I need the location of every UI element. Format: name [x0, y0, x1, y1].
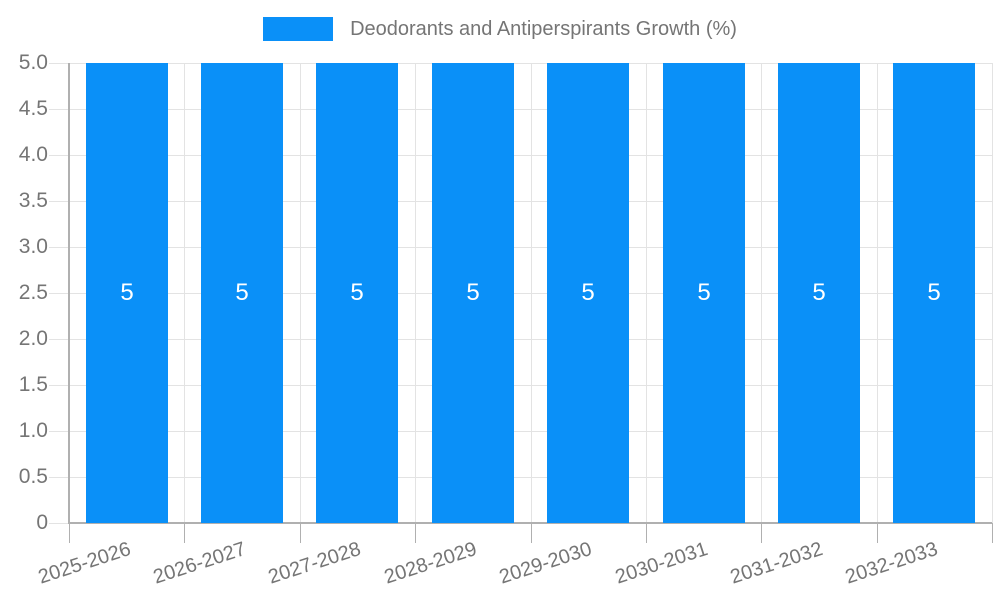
y-tick-label: 4.5	[18, 97, 48, 120]
bar-value-label: 5	[350, 279, 364, 306]
x-gridline	[531, 63, 532, 523]
x-axis-tick	[415, 523, 416, 543]
x-axis-tick	[646, 523, 647, 543]
bar[interactable]	[893, 63, 975, 523]
y-tick-label: 1.0	[18, 419, 48, 442]
y-tick-label: 2.5	[18, 281, 48, 304]
y-gridline	[49, 247, 992, 248]
x-gridline	[415, 63, 416, 523]
x-gridline	[877, 63, 878, 523]
y-tick-label: 0.5	[18, 465, 48, 488]
bar-value-label: 5	[697, 279, 711, 306]
bar[interactable]	[201, 63, 283, 523]
x-tick-label: 2026-2027	[151, 538, 249, 589]
bar-value-label: 5	[235, 279, 249, 306]
bar[interactable]	[663, 63, 745, 523]
x-tick-label: 2029-2030	[497, 538, 595, 589]
x-axis-tick	[877, 523, 878, 543]
bar-value-label: 5	[927, 279, 941, 306]
x-tick-label: 2025-2026	[36, 538, 134, 589]
y-tick-label: 3.5	[18, 189, 48, 212]
x-tick-label: 2028-2029	[382, 538, 480, 589]
bar[interactable]	[86, 63, 168, 523]
x-gridline	[761, 63, 762, 523]
x-gridline	[992, 63, 993, 523]
x-tick-label: 2030-2031	[613, 538, 711, 589]
x-tick-label: 2027-2028	[266, 538, 364, 589]
bar[interactable]	[316, 63, 398, 523]
y-gridline	[49, 477, 992, 478]
legend-label: Deodorants and Antiperspirants Growth (%…	[350, 17, 737, 40]
y-gridline	[49, 155, 992, 156]
x-axis-tick	[184, 523, 185, 543]
x-axis-tick	[531, 523, 532, 543]
bar-value-label: 5	[581, 279, 595, 306]
y-tick-label: 5.0	[18, 51, 48, 74]
bar-value-label: 5	[812, 279, 826, 306]
y-gridline	[49, 293, 992, 294]
bar[interactable]	[432, 63, 514, 523]
y-gridline	[49, 385, 992, 386]
x-axis-line	[69, 522, 992, 524]
x-tick-label: 2032-2033	[843, 538, 941, 589]
y-gridline	[49, 339, 992, 340]
x-gridline	[300, 63, 301, 523]
bar[interactable]	[547, 63, 629, 523]
y-gridline	[49, 63, 992, 64]
y-gridline	[49, 109, 992, 110]
y-gridline	[49, 201, 992, 202]
legend[interactable]: Deodorants and Antiperspirants Growth (%…	[0, 17, 1000, 41]
y-tick-label: 4.0	[18, 143, 48, 166]
x-gridline	[184, 63, 185, 523]
bar-value-label: 5	[466, 279, 480, 306]
x-tick-label: 2031-2032	[728, 538, 826, 589]
x-axis-tick	[761, 523, 762, 543]
y-gridline	[49, 431, 992, 432]
y-tick-label: 2.0	[18, 327, 48, 350]
bar[interactable]	[778, 63, 860, 523]
y-tick-label: 0	[36, 511, 48, 534]
x-axis-tick	[69, 523, 70, 543]
y-tick-label: 1.5	[18, 373, 48, 396]
bar-value-label: 5	[120, 279, 134, 306]
x-axis-tick	[992, 523, 993, 543]
y-tick-label: 3.0	[18, 235, 48, 258]
y-axis-line	[68, 63, 70, 524]
legend-swatch	[263, 17, 334, 41]
x-gridline	[646, 63, 647, 523]
x-axis-tick	[300, 523, 301, 543]
